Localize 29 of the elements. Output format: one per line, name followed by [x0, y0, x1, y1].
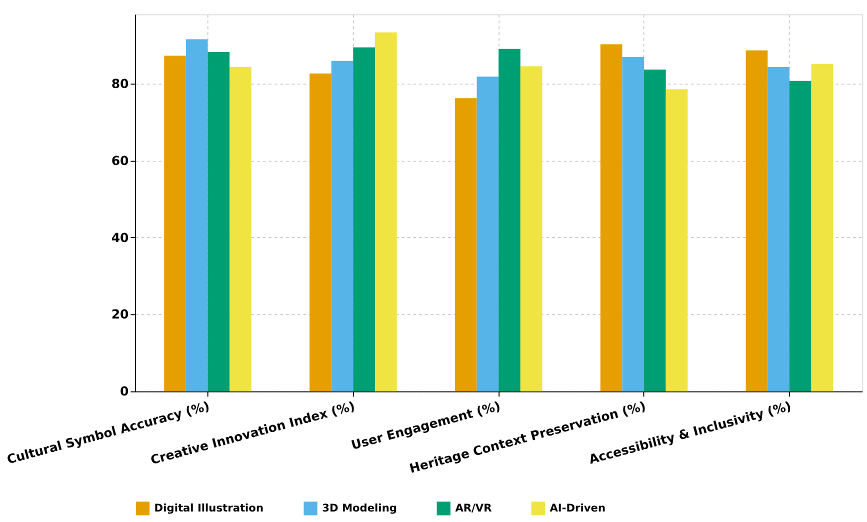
y-tick-label: 60: [111, 152, 130, 168]
legend-label: AR/VR: [455, 502, 492, 514]
legend-label: 3D Modeling: [322, 502, 397, 514]
bar: [310, 74, 332, 392]
bar: [230, 66, 252, 392]
y-tick-label: 20: [111, 306, 130, 322]
bar: [768, 66, 790, 392]
y-tick-label: 0: [120, 384, 130, 399]
bar: [520, 66, 542, 392]
bar: [164, 56, 186, 392]
bar: [374, 32, 397, 392]
bar: [600, 44, 622, 392]
bar: [644, 70, 666, 392]
bar: [353, 47, 375, 392]
bar: [476, 76, 499, 392]
bar: [498, 48, 520, 392]
bar: [789, 80, 812, 392]
y-tick-label: 40: [111, 230, 130, 245]
bar: [622, 56, 644, 392]
legend-label: Digital Illustration: [154, 502, 264, 514]
bar: [331, 60, 354, 392]
y-tick-label: 80: [111, 76, 130, 91]
bar: [746, 50, 768, 392]
bar: [666, 89, 688, 392]
legend-label: AI-Driven: [550, 502, 606, 514]
bar: [811, 64, 834, 392]
bar: [454, 98, 477, 392]
bar: [208, 52, 230, 392]
bar: [186, 39, 208, 392]
